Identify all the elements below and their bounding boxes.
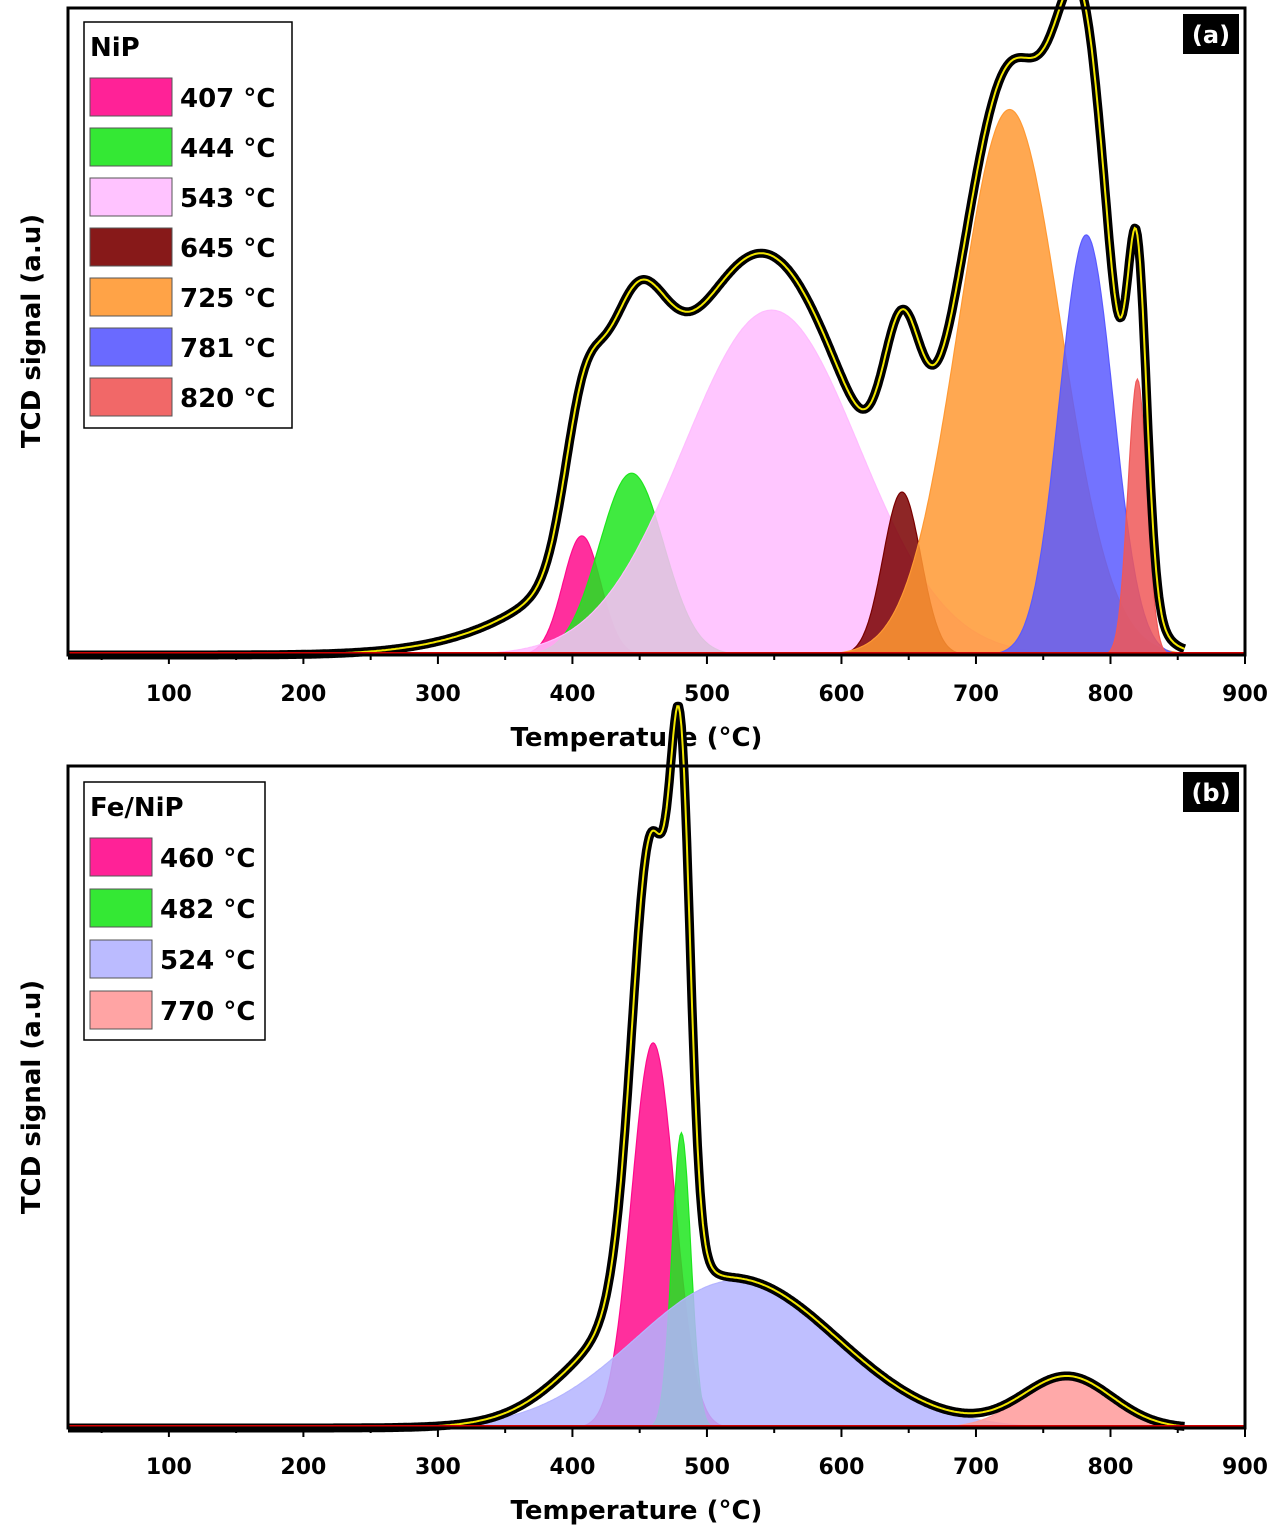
- legend-swatch: [89, 277, 173, 317]
- legend-swatch: [89, 227, 173, 267]
- legend-swatch: [89, 327, 173, 367]
- x-tick-label: 600: [818, 1455, 864, 1480]
- legend-label: 407 °C: [180, 84, 275, 114]
- chart-panel-b: 100 200 300 400 500 600 700 800 900 Temperature (…: [17, 701, 1268, 1526]
- x-tick-label: 700: [953, 1455, 999, 1480]
- legend-item: 543 °C: [89, 177, 275, 217]
- legend-item: 407 °C: [89, 77, 275, 117]
- legend-item: 524 °C: [89, 939, 255, 979]
- x-tick-label: 800: [1088, 1455, 1134, 1480]
- x-tick-label: 200: [280, 682, 326, 707]
- legend-item: 460 °C: [89, 837, 255, 877]
- x-axis: 100 200 300 400 500 600 700 800 900: [100, 655, 1268, 707]
- legend-item: 444 °C: [89, 127, 275, 167]
- x-tick-label: 900: [1222, 682, 1268, 707]
- legend-label: 444 °C: [180, 134, 275, 164]
- x-tick-label: 400: [549, 682, 595, 707]
- legend-label: 725 °C: [180, 284, 275, 314]
- x-tick-label: 700: [953, 682, 999, 707]
- legend-item: 645 °C: [89, 227, 275, 267]
- legend-item: 781 °C: [89, 327, 275, 367]
- x-tick-label: 100: [146, 682, 192, 707]
- x-axis: 100 200 300 400 500 600 700 800 900: [100, 1428, 1268, 1480]
- legend-label: 543 °C: [180, 184, 275, 214]
- plot-frame: [66, 6, 1247, 657]
- x-tick-label: 200: [280, 1455, 326, 1480]
- panel-label-box: [1183, 14, 1239, 54]
- legend-swatch: [89, 888, 153, 928]
- legend-label: 482 °C: [160, 895, 255, 925]
- legend-swatch: [89, 127, 173, 167]
- legend-label: 524 °C: [160, 946, 255, 976]
- x-tick-label: 500: [684, 1455, 730, 1480]
- panel-label: (b): [1183, 772, 1239, 812]
- x-axis-title: Temperature (°C): [511, 1496, 763, 1526]
- panel-label-text: (a): [1192, 21, 1230, 49]
- legend-item: 820 °C: [89, 377, 275, 417]
- legend-label: 645 °C: [180, 234, 275, 264]
- panel-label-box: [1183, 772, 1239, 812]
- x-axis-title: Temperature (°C): [511, 723, 763, 753]
- legend-swatch: [89, 177, 173, 217]
- legend-item: 725 °C: [89, 277, 275, 317]
- legend-swatch: [89, 939, 153, 979]
- legend-title: NiP: [90, 33, 140, 63]
- x-tick-label: 900: [1222, 1455, 1268, 1480]
- plot-frame: [66, 764, 1247, 1430]
- legend-swatch: [89, 990, 153, 1030]
- x-tick-label: 100: [146, 1455, 192, 1480]
- legend-item: 482 °C: [89, 888, 255, 928]
- panel-label: (a): [1183, 14, 1239, 54]
- y-axis-title: TCD signal (a.u): [17, 980, 47, 1214]
- chart-panel-a: 100 200 300 400 500 600 700 800 900 Temperature (…: [17, 0, 1268, 753]
- legend-item: 770 °C: [89, 990, 255, 1030]
- y-axis-title: TCD signal (a.u): [17, 214, 47, 448]
- x-tick-label: 800: [1088, 682, 1134, 707]
- legend-title: Fe/NiP: [90, 793, 184, 823]
- x-tick-label: 300: [415, 682, 461, 707]
- panel-label-text: (b): [1191, 779, 1230, 807]
- legend-swatch: [89, 77, 173, 117]
- legend-swatch: [89, 377, 173, 417]
- x-tick-label: 500: [684, 682, 730, 707]
- legend-label: 820 °C: [180, 384, 275, 414]
- legend-swatch: [89, 837, 153, 877]
- legend: Fe/NiP 460 °C 482 °C 524 °C 770 °C: [83, 781, 266, 1041]
- legend-label: 770 °C: [160, 997, 255, 1027]
- x-tick-label: 600: [818, 682, 864, 707]
- legend-label: 781 °C: [180, 334, 275, 364]
- legend: NiP 407 °C 444 °C 543 °C 645 °C 725 °C 781 °C 8…: [83, 21, 293, 429]
- x-tick-label: 300: [415, 1455, 461, 1480]
- x-tick-label: 400: [549, 1455, 595, 1480]
- legend-label: 460 °C: [160, 844, 255, 874]
